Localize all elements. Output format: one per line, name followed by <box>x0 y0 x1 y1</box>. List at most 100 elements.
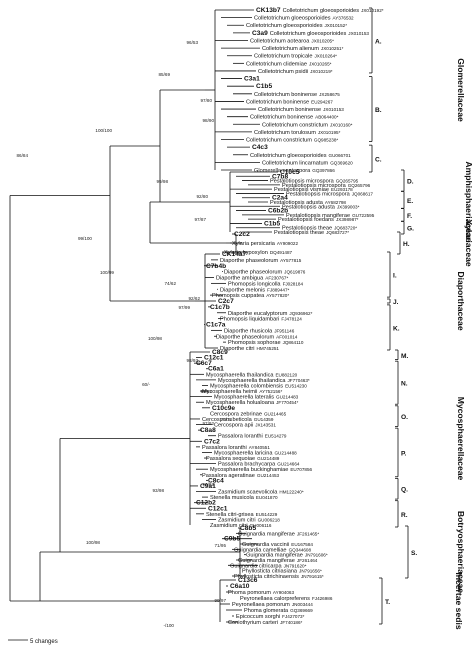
tree-leaf-label: C2c2 <box>234 231 250 238</box>
support-value: 100/98 <box>148 336 162 341</box>
support-value: 71/95 <box>215 543 227 548</box>
support-value: 97/99 <box>179 305 191 310</box>
tree-leaf-label: C10c5 <box>280 169 300 176</box>
tree-leaf-label: Colletotrichum lincarnatum GQ369620 <box>262 160 353 166</box>
support-value: 99/100 <box>78 236 92 241</box>
tree-leaf-label: Passalora loranthi AY840551 <box>202 445 270 451</box>
tree-leaf-label: Diaporthe melonis FJ889447* <box>220 287 290 293</box>
tree-leaf-label: Peyronellaea calorpreferens FJ426986 <box>240 596 333 602</box>
tree-leaf-label: Mycosphaerella colombiensis EU514230 <box>210 383 307 389</box>
tree-leaf-label: Colletotrichum clidemiae JX010265* <box>246 61 332 67</box>
tree-leaf-label: C8c9 <box>212 349 228 356</box>
tree-leaf-label: Passalora loranthi EU514279 <box>218 434 287 440</box>
support-value: -/100 <box>164 623 175 628</box>
tree-leaf-label: Diaporthe phaseolorum AF001014 <box>216 334 298 340</box>
tree-leaf-label: Diaporthe citri HM745251 <box>220 346 279 352</box>
subclade-letter: R. <box>401 512 408 519</box>
tree-leaf-label: Zasmidium citri GU006116 <box>210 523 272 529</box>
tree-leaf-label: Phyllosticta citriasiana JN791656* <box>242 569 322 575</box>
subclade-letter: S. <box>411 550 417 557</box>
tree-leaf-label: C8a8 <box>200 427 216 434</box>
tree-leaf-label: C8c4 <box>208 477 224 484</box>
tree-leaf-label: C3a1 <box>244 76 260 83</box>
family-label: Xylariaceae <box>464 219 474 267</box>
subclade-letter: N. <box>401 381 408 388</box>
tree-leaf-label: Pestalotiopsis microspora JQ068617 <box>286 191 373 197</box>
tree-leaf-label: Phyllosticta citrichinaensis JN791615* <box>234 574 324 580</box>
tree-leaf-label: C12b2 <box>196 500 216 507</box>
subclade-letter: G. <box>407 226 414 233</box>
scale-bar-label: 5 changes <box>30 639 58 645</box>
tree-leaf-label: Diaporthe phaseolorum AY577815 <box>220 258 302 264</box>
tree-leaf-label: C8b5 <box>240 525 256 532</box>
subclade-letter: E. <box>407 198 413 205</box>
family-label: Botryosphaeriaceae <box>456 511 466 593</box>
tree-leaf-label: Passalora sequoiae GU214489 <box>206 456 280 462</box>
support-value: 98/93 <box>187 358 199 363</box>
tree-leaf-label: Mycosphaerella holualoana JF770454* <box>206 400 299 406</box>
support-value: 98/90 <box>203 118 215 123</box>
tree-leaf-label: Xylaria hypoxylon DQ491487 <box>224 250 293 256</box>
support-value: 99/98 <box>157 179 169 184</box>
tree-leaf-label: Guignardia mangiferae JF261465* <box>238 531 319 537</box>
tree-leaf-label: C6a1 <box>208 366 224 373</box>
subclade-letter: P. <box>401 450 407 457</box>
tree-leaf-label: Coniothyrium carteri JF740186* <box>228 620 302 626</box>
support-value: 77/74 <box>221 417 233 422</box>
tree-leaf-label: Guignardia vaccinii EU167584 <box>242 542 313 548</box>
tree-leaf-label: Phomopsis liquidambari FJ478124 <box>220 317 302 323</box>
tree-leaf-label: Guignardia camelliae GQ344608 <box>234 547 311 553</box>
support-value: 97/92 <box>203 421 215 426</box>
tree-leaf-label: C1b5 <box>256 83 272 90</box>
subclade-letter: K. <box>393 325 400 332</box>
tree-leaf-label: C7c2 <box>204 438 220 445</box>
tree-leaf-label: Pestalotiopsis microspora GQ265796 <box>282 183 371 189</box>
tree-leaf-label: Pestalotiopsis foedans JX398987* <box>278 217 359 223</box>
tree-leaf-label: Passalora brachycarpa GU214664 <box>218 462 300 468</box>
tree-leaf-label: Mycosphaerella thailandica EU882120 <box>206 372 298 378</box>
support-value: 99/97 <box>215 598 227 603</box>
tree-leaf-label: Epicoccum sorghi FJ427073* <box>236 614 305 620</box>
support-value: 97/80 <box>201 98 213 103</box>
tree-leaf-label: Mycosphaerella lateralis GU214483 <box>214 395 299 401</box>
subclade-letter: Q. <box>401 487 408 494</box>
tree-leaf-label: Peyronellaea pomorum JN003444 <box>232 602 313 608</box>
tree-leaf-label: C9b5 <box>224 536 240 543</box>
tree-leaf-label: Mycosphaerella buckinghamiae EU707856 <box>210 467 313 473</box>
tree-leaf-label: Phoma glomerata GQ369669 <box>244 608 313 614</box>
support-value: 74/62 <box>165 281 177 286</box>
subclade-letter: H. <box>403 241 410 248</box>
subclade-brackets: A. B. C. D. E. F. G. H. I. J. K. M. N. O. P. Q. R. S. T. <box>369 7 417 625</box>
tree-leaf-label: Colletotrichum boninense EU294267 <box>246 99 333 105</box>
tree-leaf-label: Colletotrichum tropicale JX010264* <box>254 54 337 60</box>
tree-leaf-label: Guignardia citricarpa JN791620* <box>230 563 307 569</box>
family-label: Glomerellaceae <box>456 58 466 122</box>
tree-leaf-label: C9a1 <box>200 483 216 490</box>
subclade-letter: A. <box>375 38 382 45</box>
tree-leaf-label: Cercospora apii JX143531 <box>214 423 276 429</box>
tree-leaf-label: Phomopsis sophorae JQ864110 <box>228 340 304 346</box>
family-label: Amphisphaeriaceae <box>464 161 474 242</box>
tree-leaf-label: Guignardia mangiferae JF261464 <box>238 558 318 564</box>
tree-leaf-label: Pestalotiopsis adusta JX399003* <box>282 204 360 210</box>
tree-leaf-label: Phomopsis longicolla FJ028184 <box>228 281 303 287</box>
tree-leaf-label: Pestalotiopsis adusta AY682798 <box>270 200 346 206</box>
tree-leaf-label: Colletotrichum boninense AB064400* <box>250 115 339 121</box>
tree-leaf-label: C10c9e <box>212 405 235 412</box>
support-value: 92/80 <box>197 194 209 199</box>
subclade-letter: C. <box>375 157 382 164</box>
tree-leaf-label: Cercospora beticola GU14359 <box>202 417 274 423</box>
tree-leaf-label: Phomopsis cuppatea AY577820* <box>212 293 289 299</box>
tree-leaf-label: Pestalotiopsis mangiferae GU722595 <box>286 213 375 219</box>
tree-leaf-label: Cercospora zebrinae GU214465 <box>210 411 287 417</box>
tree-leaf-label: Stenella citri-grisea EU514229 <box>206 512 278 518</box>
tree-leaf-label: Guignardia mangiferae JN791606* <box>246 553 328 559</box>
tree-leaf-label: Colletotrichum torulosum JX010195* <box>254 130 341 136</box>
tree-leaf-label: Diaporthe rhusicola JF951146 <box>224 328 295 334</box>
subclade-letter: B. <box>375 107 382 114</box>
tree-leaf-label: C1c7b <box>210 304 230 311</box>
family-label: Diaporthaceae <box>456 271 466 330</box>
tree-leaf-label: Colletotrichum boninense JX258675 <box>254 92 340 98</box>
